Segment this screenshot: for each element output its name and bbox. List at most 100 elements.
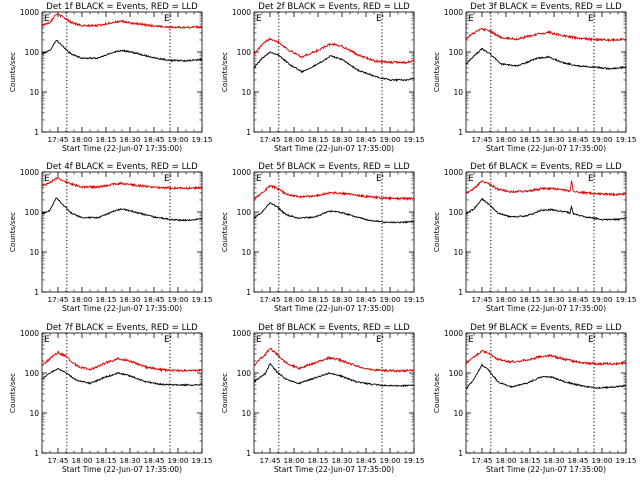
x-tick-label: 18:30 <box>119 456 140 465</box>
y-axis-label: Counts/sec <box>432 52 441 92</box>
x-axis-label: Start Time (22-Jun-07 17:35:00) <box>486 304 606 313</box>
y-tick-label: 1 <box>458 128 463 137</box>
panel-title: Det 7f BLACK = Events, RED = LLD <box>46 323 198 333</box>
series-lld-line <box>253 347 415 373</box>
x-axis-label: Start Time (22-Jun-07 17:35:00) <box>274 465 394 474</box>
x-tick-label: 18:00 <box>283 135 304 144</box>
x-tick-label: 19:15 <box>615 456 636 465</box>
x-tick-label: 18:00 <box>71 456 92 465</box>
x-tick-label: 18:30 <box>331 135 352 144</box>
panel-title: Det 8f BLACK = Events, RED = LLD <box>258 323 410 333</box>
e-prime-marker-label: E' <box>376 174 384 184</box>
x-tick-label: 17:45 <box>471 135 492 144</box>
series-events-line <box>41 197 203 222</box>
x-tick-label: 19:15 <box>191 295 212 304</box>
plot-frame <box>253 11 415 133</box>
x-tick-label: 19:15 <box>403 135 424 144</box>
x-tick-label: 18:30 <box>119 295 140 304</box>
y-tick-label: 10 <box>241 248 251 257</box>
x-tick-label: 19:15 <box>615 135 636 144</box>
e-prime-marker-label: E' <box>164 335 172 345</box>
x-tick-label: 18:30 <box>543 135 564 144</box>
x-tick-label: 19:00 <box>379 135 400 144</box>
x-axis-label: Start Time (22-Jun-07 17:35:00) <box>62 465 182 474</box>
x-tick-label: 18:15 <box>519 456 540 465</box>
x-tick-label: 18:45 <box>143 456 164 465</box>
x-tick-label: 18:30 <box>543 295 564 304</box>
x-tick-label: 18:45 <box>355 456 376 465</box>
series-lld-line <box>41 12 203 30</box>
y-axis-label: Counts/sec <box>8 52 17 92</box>
x-tick-label: 19:15 <box>403 295 424 304</box>
x-tick-label: 17:45 <box>471 295 492 304</box>
x-tick-label: 18:45 <box>567 295 588 304</box>
y-tick-label: 1000 <box>232 8 251 17</box>
e-marker-label: E <box>44 14 50 24</box>
series-lld-line <box>465 27 627 43</box>
panel-det-1: Det 1f BLACK = Events, RED = LLD 1 10 100 10… <box>8 2 213 153</box>
y-tick-label: 1000 <box>444 168 463 177</box>
y-tick-label: 10 <box>29 409 39 418</box>
x-tick-label: 17:45 <box>47 456 68 465</box>
x-tick-label: 17:45 <box>47 295 68 304</box>
x-axis-label: Start Time (22-Jun-07 17:35:00) <box>486 465 606 474</box>
x-tick-label: 18:00 <box>495 456 516 465</box>
x-tick-label: 18:30 <box>543 456 564 465</box>
x-axis-label: Start Time (22-Jun-07 17:35:00) <box>62 304 182 313</box>
x-tick-label: 18:00 <box>283 295 304 304</box>
y-tick-label: 1000 <box>232 168 251 177</box>
y-tick-label: 1000 <box>232 329 251 338</box>
e-marker-label: E <box>468 14 474 24</box>
panel-det-3: Det 3f BLACK = Events, RED = LLD 1 10 100 10… <box>432 2 637 153</box>
y-tick-label: 10 <box>241 409 251 418</box>
x-axis-label: Start Time (22-Jun-07 17:35:00) <box>62 144 182 153</box>
x-tick-label: 19:00 <box>167 295 188 304</box>
y-tick-label: 100 <box>449 369 464 378</box>
e-prime-marker-label: E' <box>588 174 596 184</box>
x-tick-label: 18:15 <box>307 456 328 465</box>
y-tick-label: 1 <box>246 128 251 137</box>
e-prime-marker-label: E' <box>164 174 172 184</box>
panel-det-7: Det 7f BLACK = Events, RED = LLD 1 10 100 10… <box>8 323 213 474</box>
x-tick-label: 18:15 <box>307 135 328 144</box>
x-tick-label: 19:15 <box>403 456 424 465</box>
y-tick-label: 1 <box>34 288 39 297</box>
x-tick-label: 19:00 <box>591 135 612 144</box>
series-lld-line <box>465 180 627 197</box>
x-tick-label: 17:45 <box>47 135 68 144</box>
series-events-line <box>465 197 627 222</box>
y-tick-label: 1000 <box>444 329 463 338</box>
y-tick-label: 1000 <box>444 8 463 17</box>
x-tick-label: 18:45 <box>355 295 376 304</box>
panel-det-6: Det 6f BLACK = Events, RED = LLD 1 10 100 10… <box>432 162 637 313</box>
x-tick-label: 18:30 <box>331 456 352 465</box>
plot-frame <box>465 171 627 293</box>
series-lld-line <box>465 349 627 367</box>
x-tick-label: 19:00 <box>591 456 612 465</box>
x-tick-label: 18:45 <box>355 135 376 144</box>
y-tick-label: 100 <box>237 369 252 378</box>
y-tick-label: 10 <box>453 409 463 418</box>
x-tick-label: 18:15 <box>307 295 328 304</box>
x-tick-label: 18:15 <box>519 295 540 304</box>
x-tick-label: 19:15 <box>191 456 212 465</box>
x-axis-label: Start Time (22-Jun-07 17:35:00) <box>274 304 394 313</box>
x-tick-label: 18:00 <box>495 135 516 144</box>
x-tick-label: 17:45 <box>259 456 280 465</box>
x-tick-label: 18:15 <box>95 135 116 144</box>
y-tick-label: 1000 <box>20 329 39 338</box>
y-tick-label: 100 <box>25 369 40 378</box>
y-tick-label: 1000 <box>20 168 39 177</box>
series-events-line <box>465 363 627 390</box>
x-tick-label: 18:15 <box>95 295 116 304</box>
x-tick-label: 18:45 <box>143 135 164 144</box>
series-events-line <box>41 367 203 387</box>
x-tick-label: 19:00 <box>167 456 188 465</box>
series-lld-line <box>253 37 415 65</box>
plot-frame <box>465 332 627 454</box>
e-marker-label: E <box>468 174 474 184</box>
y-tick-label: 10 <box>29 88 39 97</box>
x-tick-label: 19:15 <box>615 295 636 304</box>
e-marker-label: E <box>44 335 50 345</box>
